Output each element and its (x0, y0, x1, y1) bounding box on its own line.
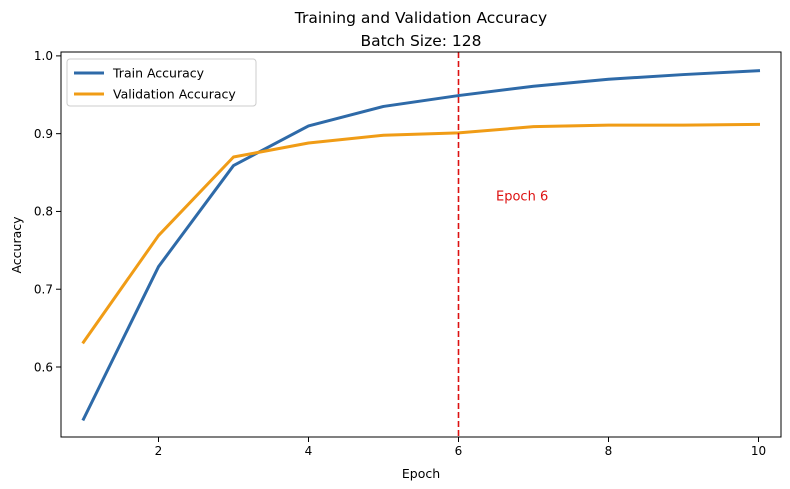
y-tick-label: 1.0 (34, 49, 53, 63)
plot-area (81, 52, 761, 437)
chart-title: Training and Validation Accuracy (294, 9, 547, 27)
y-tick-label: 0.8 (34, 205, 53, 219)
legend: Train Accuracy Validation Accuracy (66, 58, 257, 107)
series-line-1 (81, 122, 761, 345)
x-tick-label: 4 (305, 444, 313, 458)
epoch-annotation: Epoch 6 (496, 189, 548, 204)
legend-label-train: Train Accuracy (112, 66, 205, 81)
y-axis-label: Accuracy (9, 216, 24, 274)
y-tick-label: 0.7 (34, 283, 53, 297)
y-tick-label: 0.6 (34, 360, 53, 374)
series-line-0 (81, 69, 761, 422)
chart-subtitle: Batch Size: 128 (360, 32, 481, 50)
x-tick-label: 10 (751, 444, 766, 458)
x-tick-label: 8 (605, 444, 613, 458)
y-tick-label: 0.9 (34, 127, 53, 141)
x-tick-label: 6 (455, 444, 463, 458)
x-axis: 2 4 6 8 10 (155, 437, 766, 458)
x-tick-label: 2 (155, 444, 163, 458)
legend-label-validation: Validation Accuracy (113, 87, 236, 102)
y-axis: 0.6 0.7 0.8 0.9 1.0 (34, 49, 61, 374)
legend-box (66, 58, 257, 107)
x-axis-label: Epoch (402, 466, 440, 481)
plot-frame (60, 51, 782, 438)
